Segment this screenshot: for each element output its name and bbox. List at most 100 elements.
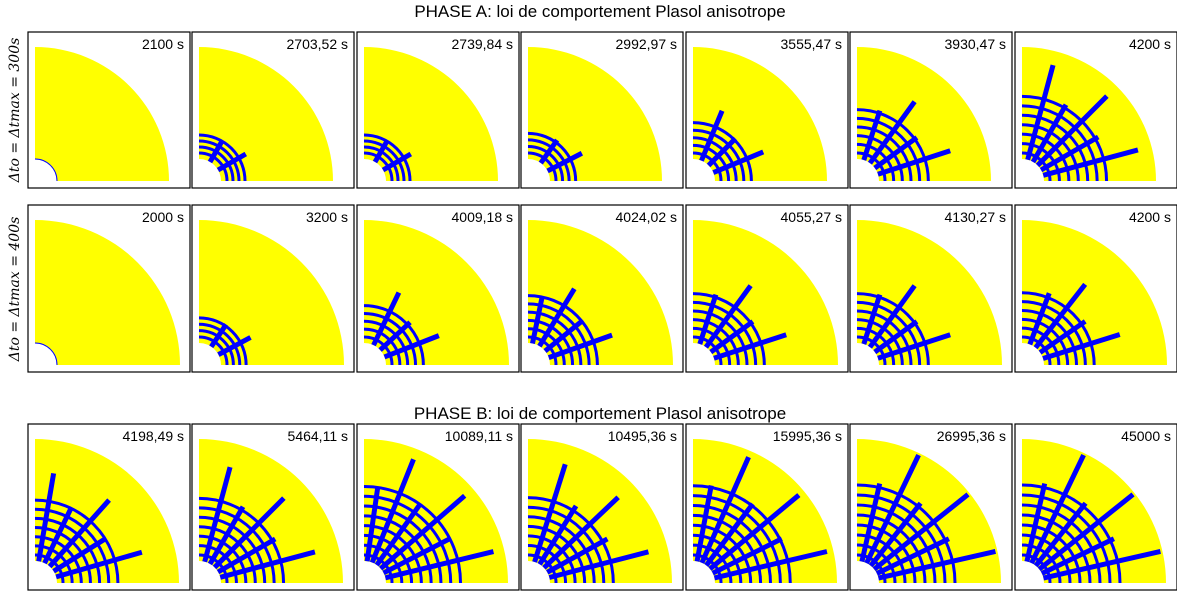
damage (527, 151, 558, 182)
panel-time: 45000 s (1121, 428, 1171, 444)
damage (1025, 64, 1056, 161)
damage (1033, 501, 1088, 568)
damage (55, 549, 143, 580)
damage (34, 342, 58, 366)
damage (52, 537, 107, 574)
damage (384, 549, 495, 581)
damage (363, 151, 394, 182)
damage (692, 335, 723, 366)
panel (1015, 424, 1177, 590)
damage (856, 142, 896, 182)
domain (35, 220, 180, 365)
damage (527, 294, 599, 366)
damage (856, 292, 930, 366)
damage (219, 549, 316, 580)
panel-time: 2992,97 s (616, 36, 678, 52)
panel (686, 205, 848, 372)
domain (857, 47, 991, 181)
domain (857, 439, 1001, 583)
damage (378, 320, 412, 352)
domain (1022, 220, 1167, 365)
damage (877, 548, 996, 581)
domain (199, 220, 344, 365)
panel-border (520, 31, 684, 189)
damage (198, 145, 235, 182)
domain (693, 220, 838, 365)
damage (47, 498, 111, 569)
damage (873, 135, 919, 171)
damage (217, 335, 252, 357)
panel (850, 205, 1012, 372)
damage (198, 335, 229, 366)
damage (363, 145, 400, 182)
panel-border (27, 423, 191, 591)
damage (382, 536, 451, 576)
damage (861, 109, 883, 161)
panel-time: 2703,52 s (287, 36, 349, 52)
damage (872, 492, 970, 572)
panel (1015, 32, 1177, 188)
damage (1042, 147, 1139, 178)
panel-time: 4009,18 s (452, 209, 514, 225)
panel-time: 26995,36 s (937, 428, 1006, 444)
damage (537, 504, 579, 566)
domain (364, 439, 508, 583)
damage (1037, 492, 1135, 572)
damage (1040, 536, 1115, 576)
panel (521, 205, 683, 372)
damage (383, 333, 440, 360)
panel (686, 32, 848, 188)
damage (34, 158, 58, 182)
damage (363, 494, 453, 584)
damage (1033, 282, 1088, 350)
phase-title: PHASE B: loi de comportement Plasol anis… (414, 404, 786, 423)
panel-time: 4200 s (1129, 36, 1171, 52)
damage (538, 138, 560, 165)
damage (713, 549, 828, 581)
damage (546, 151, 584, 174)
damage (856, 108, 930, 182)
damage (1042, 332, 1121, 361)
damage (363, 484, 463, 584)
damage (363, 133, 412, 182)
damage (856, 318, 904, 366)
panel-border (27, 31, 191, 189)
damage (856, 125, 913, 182)
panel-border (1014, 31, 1177, 189)
damage (363, 139, 406, 182)
damage (856, 300, 922, 366)
damage (868, 501, 923, 568)
panel (850, 32, 1012, 188)
panel (28, 205, 190, 372)
damage (877, 148, 951, 177)
damage (364, 487, 381, 562)
damage (363, 514, 433, 584)
damage (198, 329, 235, 366)
panel (192, 32, 354, 188)
panel-border (1014, 423, 1177, 591)
damage (697, 293, 719, 345)
panel-border (356, 423, 520, 591)
panel-time: 10089,11 s (445, 428, 513, 444)
panel-time: 2100 s (142, 36, 184, 52)
panel-time: 5464,11 s (288, 428, 348, 444)
damage (532, 463, 568, 563)
damage (198, 322, 242, 366)
damage (709, 319, 755, 355)
damage (527, 131, 578, 182)
panel-border (685, 31, 849, 189)
damage (692, 292, 766, 366)
damage (207, 139, 225, 164)
damage (867, 100, 917, 165)
damage (711, 536, 783, 576)
damage (212, 496, 286, 570)
panel-border (1014, 204, 1177, 373)
damage (548, 549, 650, 580)
damage (856, 151, 887, 182)
panel (686, 424, 848, 590)
damage (363, 504, 443, 584)
damage (692, 309, 749, 366)
phase-title: PHASE A: loi de comportement Plasol anis… (414, 2, 785, 21)
panel-border (520, 423, 684, 591)
domain (693, 439, 837, 583)
